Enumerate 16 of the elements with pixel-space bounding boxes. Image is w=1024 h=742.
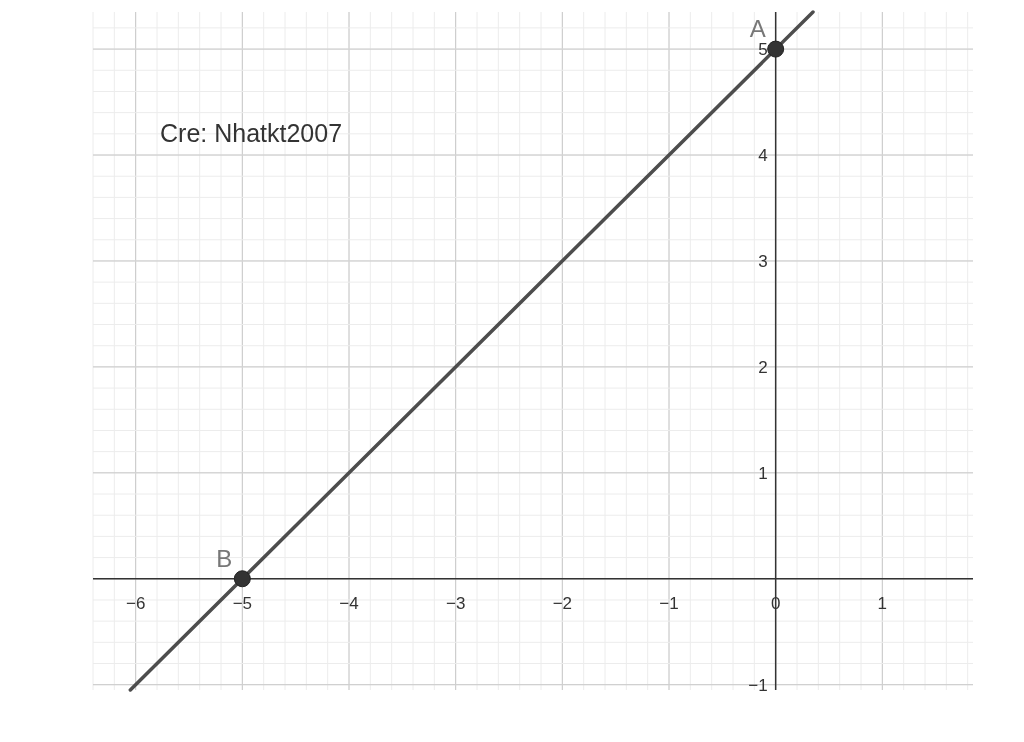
x-tick-label: −5 — [232, 593, 253, 613]
x-tick-label: −6 — [125, 593, 146, 613]
annotation: B — [216, 544, 233, 572]
x-tick-label: −4 — [339, 593, 359, 613]
y-tick-label: −1 — [748, 675, 768, 695]
y-tick-label: 1 — [758, 463, 768, 483]
x-tick-label: 1 — [877, 593, 888, 613]
y-tick-label: 4 — [758, 145, 768, 165]
x-tick-label: −1 — [659, 593, 679, 613]
annotation: Cre: Nhatkt2007 — [160, 119, 343, 147]
y-tick-label: 3 — [758, 251, 768, 271]
y-tick-label: 2 — [758, 357, 768, 377]
x-tick-label: −3 — [445, 593, 466, 613]
annotation: A — [749, 15, 766, 43]
y-tick-label: 5 — [758, 40, 768, 60]
x-tick-label: −2 — [552, 593, 573, 613]
